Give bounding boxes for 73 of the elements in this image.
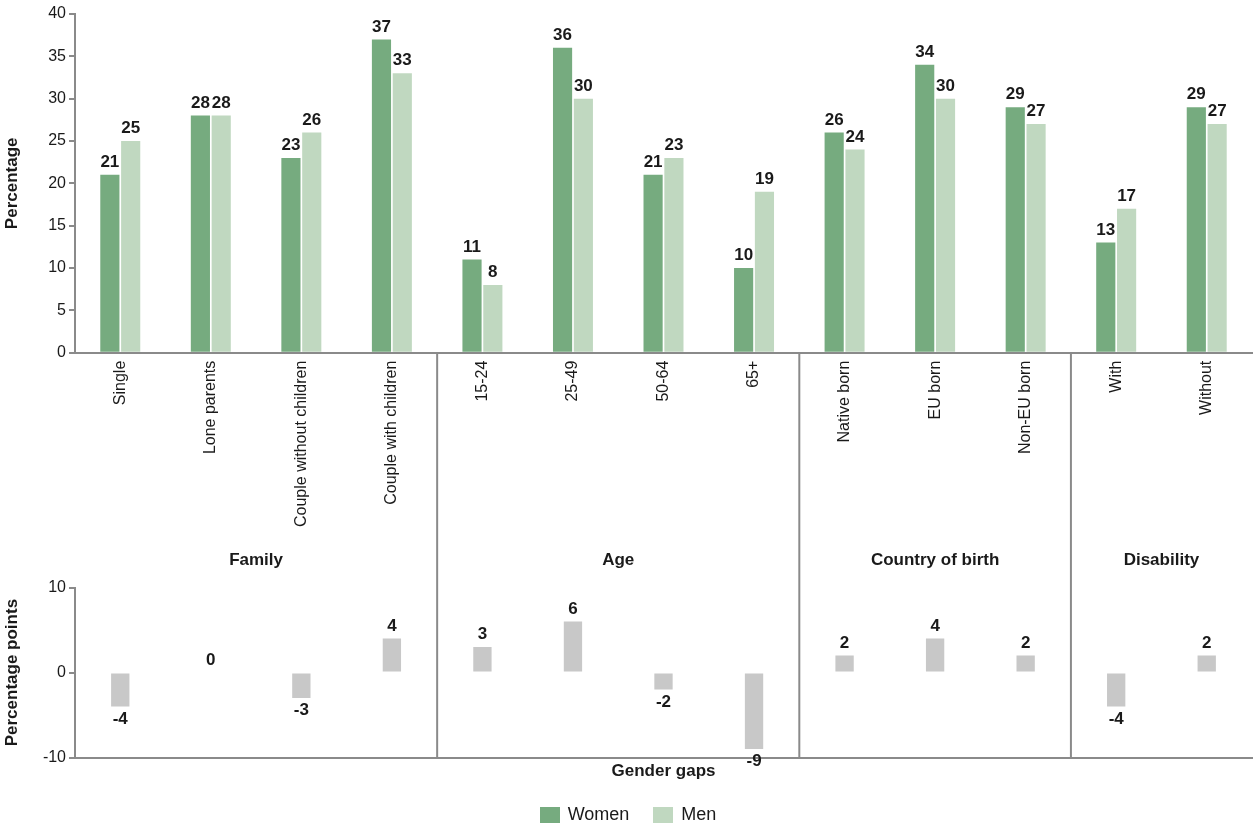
x-tick-label: 65+ <box>744 360 762 388</box>
data-label: 2 <box>1202 632 1212 652</box>
x-tick-label: Non-EU born <box>1016 360 1034 455</box>
x-tick-label: Couple with children <box>382 360 400 505</box>
data-label: 37 <box>372 16 391 36</box>
data-label: 27 <box>1207 101 1227 121</box>
data-label: 0 <box>206 649 216 669</box>
y-tick-label: 5 <box>57 300 67 318</box>
y-tick-label: 0 <box>57 343 67 361</box>
data-label: 4 <box>930 615 941 635</box>
data-label: 21 <box>643 152 663 172</box>
x-tick-label: 15-24 <box>472 360 490 402</box>
y-tick-label: 25 <box>48 131 67 149</box>
data-label: 23 <box>664 135 684 155</box>
y-tick-label: -10 <box>42 748 67 766</box>
x-tick-label: Without <box>1197 360 1215 415</box>
y-tick-label: 10 <box>48 578 67 596</box>
y-tick-label: 30 <box>48 89 67 107</box>
data-label: 26 <box>824 109 844 129</box>
data-label: -3 <box>293 700 309 720</box>
y-tick-label: 15 <box>48 216 67 234</box>
data-label: 29 <box>1005 84 1025 104</box>
data-label: 26 <box>302 109 322 129</box>
x-tick-label: 25-49 <box>563 360 581 402</box>
y-tick-label: 40 <box>48 4 67 22</box>
data-label: 28 <box>190 92 210 112</box>
data-label: 10 <box>734 245 754 265</box>
text: Disability <box>1123 550 1200 570</box>
data-label: 2 <box>1020 632 1031 652</box>
data-label: 3 <box>477 624 488 644</box>
text: Country of birth <box>870 550 1000 570</box>
data-label: 8 <box>488 262 498 282</box>
x-tick-label: EU born <box>925 360 943 420</box>
data-label: 21 <box>100 152 120 172</box>
data-label: -2 <box>655 691 672 711</box>
x-tick-label: 50-64 <box>653 360 671 402</box>
data-label: 30 <box>936 75 955 95</box>
x-tick-label: Native born <box>834 360 852 443</box>
data-label: 27 <box>1026 101 1046 121</box>
y-axis-title: Percentage <box>1 137 21 230</box>
data-label: 6 <box>568 598 578 618</box>
data-label: -4 <box>1108 708 1125 728</box>
data-label: 28 <box>211 92 231 112</box>
data-label: 24 <box>845 126 865 146</box>
data-label: 2 <box>839 632 850 652</box>
data-label: 13 <box>1096 219 1116 239</box>
y-tick-label: 0 <box>57 663 67 681</box>
y-axis-title: Percentage points <box>1 598 21 747</box>
data-label: 23 <box>281 135 301 155</box>
x-tick-label: Single <box>110 360 128 406</box>
x-axis-title: Gender gaps <box>611 761 716 781</box>
data-label: -4 <box>112 708 129 728</box>
x-tick-label: With <box>1106 360 1124 393</box>
data-label: 36 <box>553 25 573 45</box>
data-label: 33 <box>392 50 412 70</box>
legend-label: Women <box>567 804 630 825</box>
data-label: 25 <box>121 118 141 138</box>
data-label: 29 <box>1186 84 1206 104</box>
data-label: 19 <box>754 168 774 188</box>
y-tick-label: 20 <box>48 173 67 191</box>
data-label: 17 <box>1117 185 1137 205</box>
data-label: 30 <box>573 75 593 95</box>
data-label: 11 <box>463 236 481 256</box>
data-label: -9 <box>746 751 762 771</box>
data-label: 4 <box>387 615 398 635</box>
x-tick-label: Lone parents <box>201 360 219 455</box>
y-tick-label: 10 <box>48 258 67 276</box>
text: Age <box>602 550 635 570</box>
text: Family <box>229 550 284 570</box>
data-label: 34 <box>915 41 935 61</box>
x-tick-label: Couple without children <box>291 360 309 528</box>
y-tick-label: 35 <box>48 46 67 64</box>
legend-label: Men <box>681 804 717 825</box>
